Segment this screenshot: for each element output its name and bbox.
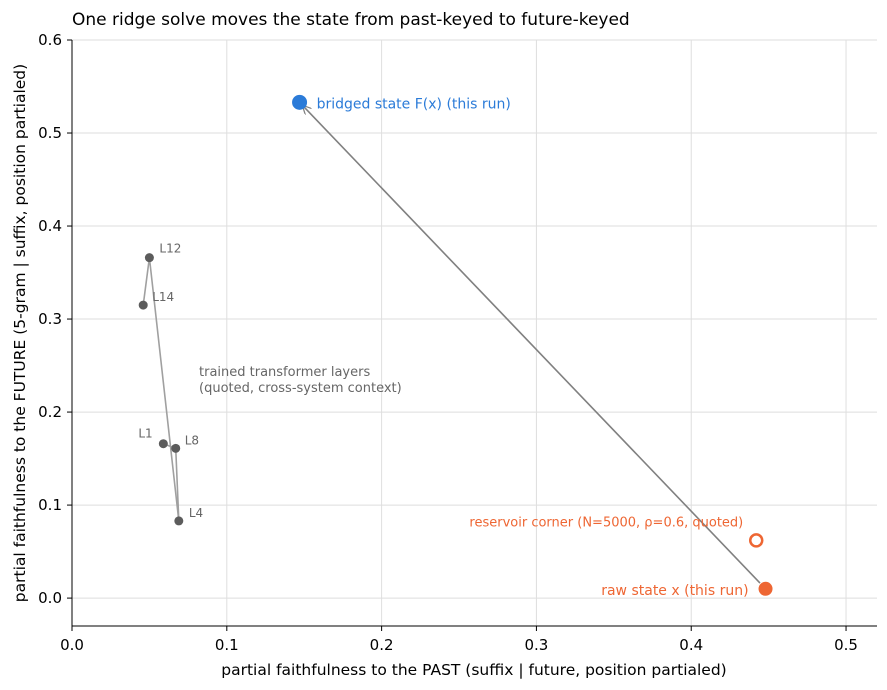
layer-point-l1 [158, 439, 168, 449]
x-tick-label: 0.2 [370, 636, 394, 654]
reservoir-corner-point [749, 533, 764, 548]
layer-label-l8: L8 [185, 433, 199, 447]
layer-label-l4: L4 [189, 506, 203, 520]
y-tick-label: 0.6 [38, 31, 62, 49]
bridged-state-point [292, 94, 308, 110]
y-tick-label: 0.4 [38, 217, 62, 235]
y-tick-label: 0.2 [38, 403, 62, 421]
layers-annotation-line-1: trained transformer layers [199, 365, 370, 380]
layer-label-l12: L12 [159, 242, 181, 256]
layer-label-l1: L1 [138, 427, 152, 441]
ticks: 0.0 0.1 0.2 0.3 0.4 0.5 0.0 0.1 0.2 0.3 0.4 0.5 0.6 [38, 31, 858, 654]
axes [71, 40, 877, 627]
layer-label-l14: L14 [152, 290, 174, 304]
layers-annotation-line-2: (quoted, cross-system context) [199, 381, 402, 396]
y-tick-label: 0.1 [38, 496, 62, 514]
y-tick-label: 0.5 [38, 124, 62, 142]
x-tick-label: 0.4 [679, 636, 703, 654]
transition-arrow [302, 105, 761, 584]
grid [71, 39, 877, 626]
x-axis-label: partial faithfulness to the PAST (suffix… [221, 661, 726, 679]
y-axis-label: partial faithfulness to the FUTURE (5-gr… [11, 64, 29, 602]
marks: L1 L4 L8 L12 L14 reservoir corner (N=5000, ρ=… [138, 94, 773, 599]
y-tick-label: 0.3 [38, 310, 62, 328]
annotations: trained transformer layers (quoted, cros… [199, 365, 402, 396]
layer-point-l14 [138, 300, 148, 310]
reservoir-corner-label: reservoir corner (N=5000, ρ=0.6, quoted) [469, 515, 743, 530]
chart-title: One ridge solve moves the state from pas… [72, 10, 630, 30]
x-tick-label: 0.5 [834, 636, 858, 654]
y-tick-label: 0.0 [38, 589, 62, 607]
layer-point-l4 [174, 516, 184, 526]
x-tick-label: 0.1 [215, 636, 239, 654]
bridged-state-label: bridged state F(x) (this run) [317, 96, 511, 112]
raw-state-point [758, 581, 773, 596]
layer-point-l8 [171, 443, 181, 453]
x-tick-label: 0.3 [524, 636, 548, 654]
layer-point-l12 [144, 253, 154, 263]
x-tick-label: 0.0 [60, 636, 84, 654]
raw-state-label: raw state x (this run) [601, 583, 748, 599]
